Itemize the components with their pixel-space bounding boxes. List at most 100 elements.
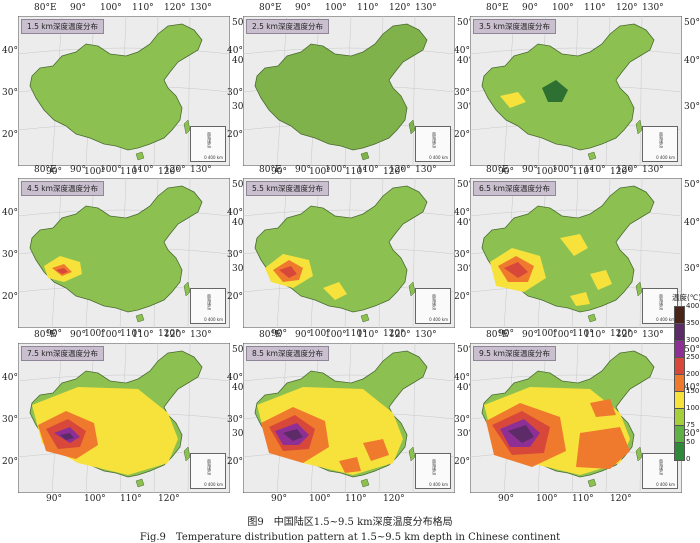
longitude-label-bottom: 120° [610,329,632,339]
latitude-label-right: 30° [232,264,248,274]
longitude-label-top: 100° [552,3,574,13]
longitude-label-top: 90° [295,3,311,13]
longitude-label-top: 110° [584,165,606,175]
hainan-island [587,313,597,323]
latitude-label-right: 40° [457,218,473,228]
longitude-label-top: 110° [132,3,154,13]
longitude-label-bottom: 120° [610,167,632,177]
longitude-label-bottom: 90° [498,494,514,504]
temperature-zone [508,425,534,443]
map-panel: 9.5 km深度温度分布南海诸岛 0 400 km [470,343,682,493]
longitude-label-top: 130° [642,330,664,340]
panel-label: 4.5 km深度温度分布 [21,181,104,196]
longitude-label-bottom: 90° [498,167,514,177]
longitude-label-top: 120° [164,330,186,340]
longitude-label-bottom: 90° [46,494,62,504]
panel-label: 8.5 km深度温度分布 [246,346,329,361]
longitude-label-bottom: 90° [271,329,287,339]
longitude-label-top: 130° [190,3,212,13]
inset-scale: 0 400 km [656,482,675,487]
inset-scale: 0 400 km [204,317,223,322]
map-svg [243,343,455,493]
latitude-label-left: 40° [2,46,18,56]
latitude-label-right: 40° [684,56,700,66]
latitude-label-left: 30° [2,415,18,425]
legend-tick-label: 75 [686,421,695,429]
longitude-label-bottom: 110° [345,167,367,177]
longitude-label-top: 130° [415,3,437,13]
hainan-island [135,478,145,488]
longitude-label-top: 120° [389,3,411,13]
longitude-label-top: 90° [295,330,311,340]
longitude-label-bottom: 110° [572,167,594,177]
legend-tick-label: 150 [686,387,700,395]
latitude-label-right: 30° [457,264,473,274]
legend-tick-label: 200 [686,370,700,378]
latitude-label-left: 40° [227,46,243,56]
parallel-line [470,374,682,382]
parallel-line [243,374,455,382]
china-landmass [29,185,203,313]
latitude-label-left: 30° [2,250,18,260]
temperature-zone [560,234,588,256]
temperature-zone [363,439,389,461]
longitude-label-bottom: 100° [309,329,331,339]
longitude-label-top: 110° [132,330,154,340]
longitude-label-top: 110° [584,3,606,13]
south-china-sea-inset: 南海诸岛 0 400 km [190,453,226,489]
hainan-island [360,478,370,488]
latitude-label-right: 40° [232,218,248,228]
longitude-label-bottom: 120° [158,167,180,177]
inset-scale: 0 400 km [429,482,448,487]
longitude-label-top: 80°E [259,165,282,175]
longitude-label-bottom: 110° [345,329,367,339]
latitude-label-right: 50°N [684,345,700,355]
panel-label: 6.5 km深度温度分布 [473,181,556,196]
map-svg [470,178,682,328]
parallel-line [243,209,455,217]
latitude-label-right: 50°N [457,18,481,28]
latitude-label-left: 20° [227,292,243,302]
longitude-label-bottom: 120° [383,167,405,177]
latitude-label-right: 30° [684,102,700,112]
china-landmass [481,23,655,151]
longitude-label-top: 90° [70,3,86,13]
temperature-zone [279,266,297,278]
latitude-label-right: 30° [684,264,700,274]
inset-label: 南海诸岛 [432,132,437,148]
longitude-label-top: 100° [325,330,347,340]
china-landmass [254,23,428,151]
temperature-zone [590,270,612,290]
temperature-zone [339,457,361,473]
map-panel: 3.5 km深度温度分布 南海诸岛 0 400 km [470,16,682,166]
map-svg [470,343,682,493]
longitude-label-top: 110° [584,330,606,340]
south-china-sea-inset: 南海诸岛 0 400 km [642,453,678,489]
longitude-label-bottom: 100° [309,494,331,504]
figure-caption-english: Fig.9 Temperature distribution pattern a… [139,532,561,543]
map-svg [18,16,230,166]
longitude-label-top: 80°E [259,3,282,13]
latitude-label-left: 30° [227,415,243,425]
map-panel: 1.5 km深度温度分布 南海诸岛 0 400 km [18,16,230,166]
temperature-zone [590,399,616,417]
temperature-zone [576,427,630,469]
latitude-label-right: 30° [232,102,248,112]
longitude-label-bottom: 90° [498,329,514,339]
latitude-label-left: 20° [2,292,18,302]
latitude-label-right: 40° [232,383,248,393]
hainan-island [135,151,145,161]
legend-tick-label: 350 [686,319,700,327]
latitude-label-right: 50°N [684,18,700,28]
longitude-label-top: 100° [325,165,347,175]
longitude-label-top: 120° [616,330,638,340]
temperature-zone [504,262,528,278]
longitude-label-bottom: 120° [158,494,180,504]
hainan-island [587,151,597,161]
panel-label: 9.5 km深度温度分布 [473,346,556,361]
longitude-label-bottom: 100° [84,329,106,339]
longitude-label-top: 90° [522,165,538,175]
temperature-zone [60,433,74,440]
longitude-label-top: 120° [616,3,638,13]
longitude-label-top: 80°E [486,165,509,175]
